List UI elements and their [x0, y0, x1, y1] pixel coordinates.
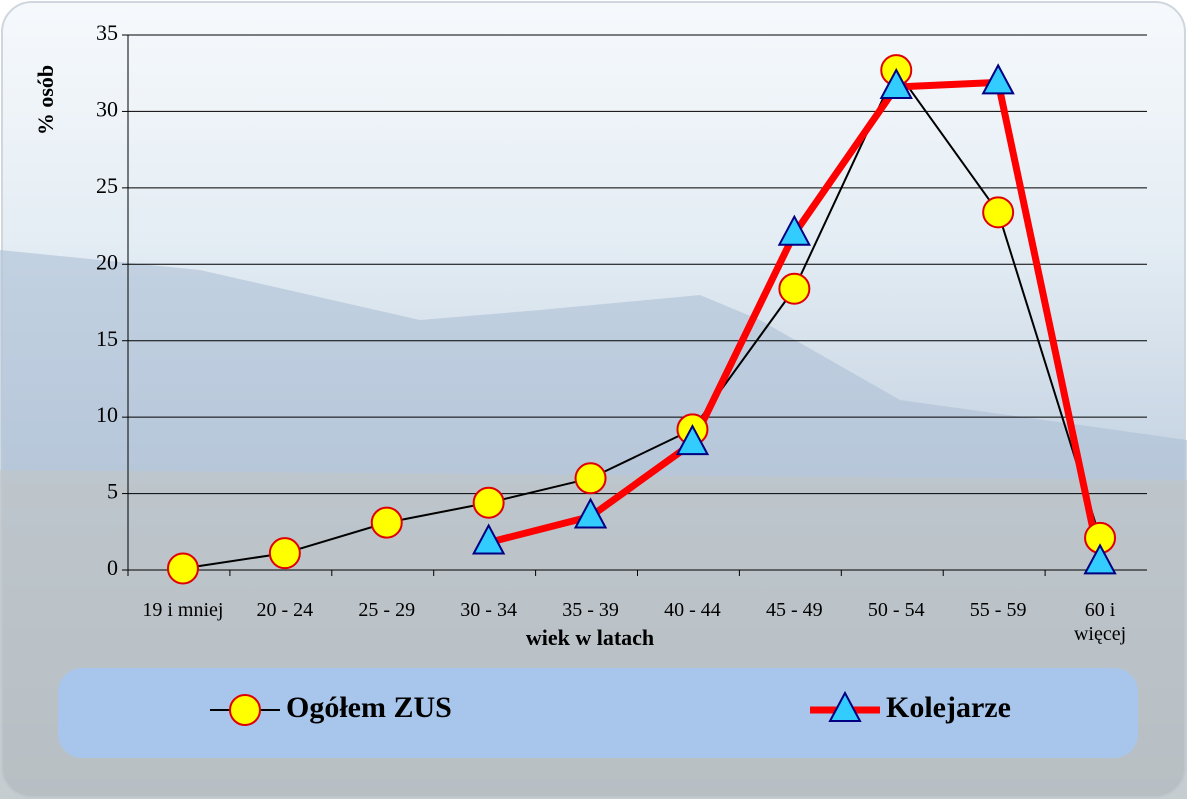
data-point — [574, 462, 607, 495]
x-tick-label: 35 - 39 — [562, 599, 619, 621]
legend-label: Ogółem ZUS — [286, 691, 452, 724]
x-tick-label: 20 - 24 — [256, 599, 314, 621]
x-tick-label: 40 - 44 — [664, 599, 721, 621]
legend-marker — [828, 690, 862, 722]
x-tick-label: 50 - 54 — [867, 599, 925, 621]
data-point — [166, 552, 199, 585]
data-point — [370, 506, 403, 539]
y-tick-label: 15 — [96, 326, 118, 351]
y-tick-label: 25 — [96, 173, 118, 198]
x-tick-label: 55 - 59 — [969, 599, 1027, 621]
x-axis-label: wiek w latach — [526, 625, 654, 650]
data-point — [879, 67, 913, 99]
data-point — [982, 196, 1015, 229]
x-tick-label: 30 - 34 — [460, 599, 517, 621]
legend-box — [58, 668, 1138, 758]
data-point — [573, 497, 608, 529]
data-point — [268, 537, 301, 570]
data-point — [471, 523, 506, 555]
y-tick-label: 20 — [96, 249, 118, 274]
y-tick-label: 0 — [107, 555, 118, 580]
data-point — [981, 63, 1015, 95]
data-point — [778, 272, 811, 305]
series-line — [182, 69, 1102, 570]
x-tick-label: 60 i więcej — [1073, 599, 1127, 645]
x-tick-label: 19 i mniej — [142, 599, 224, 621]
legend-marker — [229, 694, 261, 726]
y-tick-label: 30 — [96, 96, 118, 121]
legend-label: Kolejarze — [886, 691, 1011, 724]
y-tick-label: 5 — [107, 479, 118, 504]
y-axis-label: % osób — [33, 65, 58, 135]
y-tick-label: 35 — [96, 20, 118, 45]
data-point — [1083, 543, 1117, 575]
x-tick-label: 45 - 49 — [766, 599, 823, 621]
data-point — [675, 424, 710, 456]
data-point — [472, 486, 505, 519]
x-tick-label: 25 - 29 — [358, 599, 416, 621]
data-point — [777, 214, 812, 246]
y-tick-label: 10 — [96, 402, 118, 427]
